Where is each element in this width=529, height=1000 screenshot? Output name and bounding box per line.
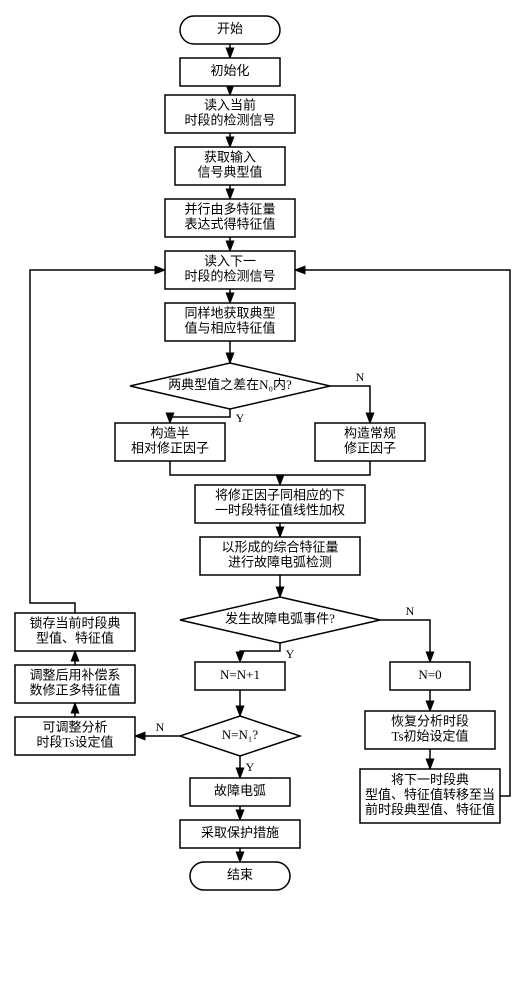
node-init-text: 初始化 — [210, 63, 249, 78]
node-get_typ-text: 获取输入 — [204, 149, 256, 164]
node-lock-text: 锁存当前时段典 — [29, 615, 120, 630]
flowchart-canvas: 开始初始化读入当前时段的检测信号获取输入信号典型值并行由多特征量表达式得特征值读… — [10, 10, 519, 920]
node-arc_dec-text: 发生故障电弧事件? — [225, 611, 335, 626]
node-weight-text: 将修正因子同相应的下 — [215, 487, 345, 502]
node-restore-text: 恢复分析时段 — [391, 713, 469, 728]
label-diff_no: N — [356, 370, 365, 384]
node-normal-text: 构造常规 — [344, 425, 396, 440]
node-comp-text: 数修正多特征值 — [29, 682, 120, 697]
node-detect-text: 进行故障电弧检测 — [228, 554, 332, 569]
node-arc-text: 故障电弧 — [214, 783, 266, 798]
node-weight-text: 一时段特征值线性加权 — [215, 502, 345, 517]
node-start-text: 开始 — [217, 21, 243, 36]
node-detect-text: 以形成的综合特征量 — [221, 539, 338, 554]
node-read_next-text: 读入下一 — [204, 253, 256, 268]
node-get_typ-text: 信号典型值 — [197, 164, 262, 179]
label-arc_yes: Y — [286, 647, 295, 661]
node-normal-text: 修正因子 — [344, 440, 396, 455]
node-restore-text: Ts初始设定值 — [391, 728, 468, 743]
node-read_cur-text: 时段的检测信号 — [184, 112, 275, 127]
node-multi-text: 并行由多特征量 — [184, 201, 275, 216]
node-nzero-text: N=0 — [418, 667, 441, 682]
node-transfer-text: 前时段典型值、特征值 — [365, 802, 495, 817]
node-n1_dec-text: N=N₁? — [222, 727, 259, 742]
label-arc_no: N — [406, 604, 415, 618]
node-protect-text: 采取保护措施 — [201, 825, 279, 840]
node-same_get-text: 同样地获取典型 — [184, 305, 275, 320]
label-n1_yes: Y — [246, 760, 255, 774]
node-comp-text: 调整后用补偿系 — [29, 667, 120, 682]
node-adjust-text: 可调整分析 — [42, 719, 107, 734]
node-transfer-text: 型值、特征值转移至当 — [365, 787, 495, 802]
node-end-text: 结束 — [227, 867, 253, 882]
label-n1_no: N — [156, 720, 165, 734]
node-lock-text: 型值、特征值 — [36, 630, 114, 645]
node-semi-text: 构造半 — [150, 425, 189, 440]
node-adjust-text: 时段Ts设定值 — [36, 734, 113, 749]
node-transfer-text: 将下一时段典 — [391, 772, 469, 787]
node-nplus-text: N=N+1 — [220, 667, 260, 682]
node-same_get-text: 值与相应特征值 — [184, 320, 275, 335]
node-diff_dec-text: 两典型值之差在N₀内? — [168, 377, 292, 392]
node-semi-text: 相对修正因子 — [131, 440, 209, 455]
label-diff_yes: Y — [236, 411, 245, 425]
node-read_next-text: 时段的检测信号 — [184, 268, 275, 283]
node-multi-text: 表达式得特征值 — [184, 216, 275, 231]
node-read_cur-text: 读入当前 — [204, 97, 256, 112]
